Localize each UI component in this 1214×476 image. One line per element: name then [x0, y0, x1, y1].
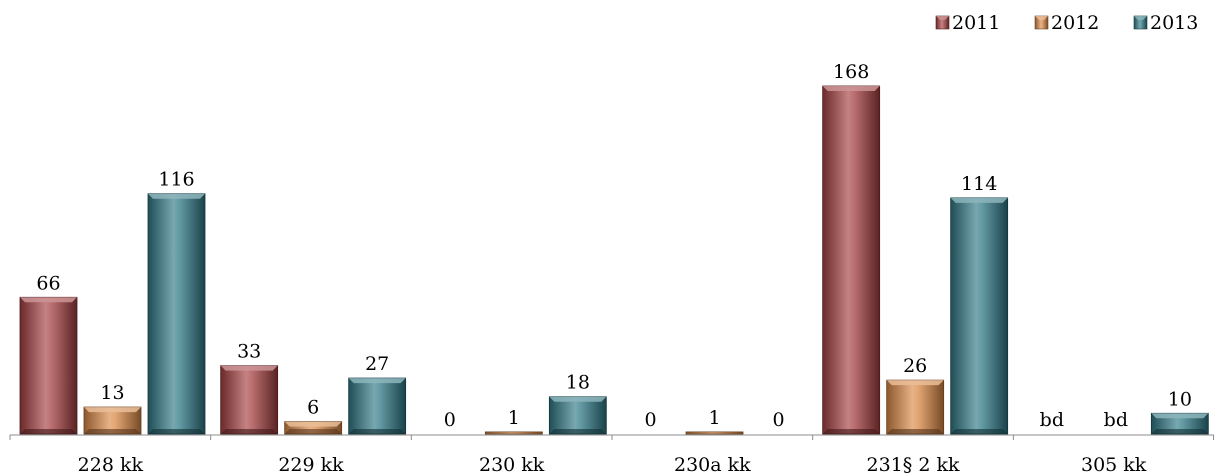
bar: [886, 379, 945, 435]
bar: [484, 431, 543, 435]
bar: [950, 197, 1009, 435]
x-tick-label: 230 kk: [479, 454, 545, 476]
x-tick-label: 305 kk: [1081, 454, 1147, 476]
data-label: bd: [1104, 409, 1128, 431]
data-label: 0: [444, 409, 456, 431]
data-label: 6: [307, 397, 319, 419]
x-axis: 228 kk 229 kk 230 kk 230a kk 231§ 2 kk 305 kk: [9, 434, 1214, 476]
legend-label: 2013: [1150, 12, 1198, 34]
legend-swatch: [935, 15, 950, 30]
x-tick-label: 231§ 2 kk: [867, 454, 960, 476]
x-tick-label: 228 kk: [78, 454, 144, 476]
data-label: 26: [903, 355, 927, 377]
data-label: bd: [1040, 409, 1064, 431]
data-label: 114: [961, 173, 997, 195]
bar: [19, 296, 78, 435]
bar: [220, 365, 279, 435]
data-label: 18: [566, 372, 590, 394]
legend-swatch: [1133, 15, 1148, 30]
bar: [822, 85, 881, 435]
data-label: 66: [36, 272, 60, 294]
legend-item: 2012: [1034, 12, 1099, 34]
bar: [83, 406, 142, 435]
legend-label: 2012: [1051, 12, 1099, 34]
bar: [1150, 412, 1209, 435]
bar: [348, 377, 407, 435]
data-label: 1: [708, 407, 720, 429]
bar: [147, 193, 206, 435]
data-label: 33: [237, 341, 261, 363]
bars: [19, 85, 1209, 435]
legend-swatch: [1034, 15, 1049, 30]
bar: [685, 431, 744, 435]
legend-item: 2011: [935, 12, 1000, 34]
data-label: 1: [508, 407, 520, 429]
data-label: 10: [1168, 388, 1192, 410]
data-label: 0: [644, 409, 656, 431]
x-tick-label: 229 kk: [278, 454, 344, 476]
legend-item: 2013: [1133, 12, 1198, 34]
bar: [548, 396, 607, 435]
x-tick-label: 230a kk: [674, 454, 751, 476]
data-label: 13: [100, 382, 124, 404]
data-label: 168: [833, 61, 869, 83]
data-label: 116: [158, 169, 194, 191]
legend-label: 2011: [952, 12, 1000, 34]
bar: [284, 421, 343, 435]
data-label: 27: [365, 353, 389, 375]
legend: 2011 2012 2013: [935, 12, 1198, 34]
data-label: 0: [772, 409, 784, 431]
